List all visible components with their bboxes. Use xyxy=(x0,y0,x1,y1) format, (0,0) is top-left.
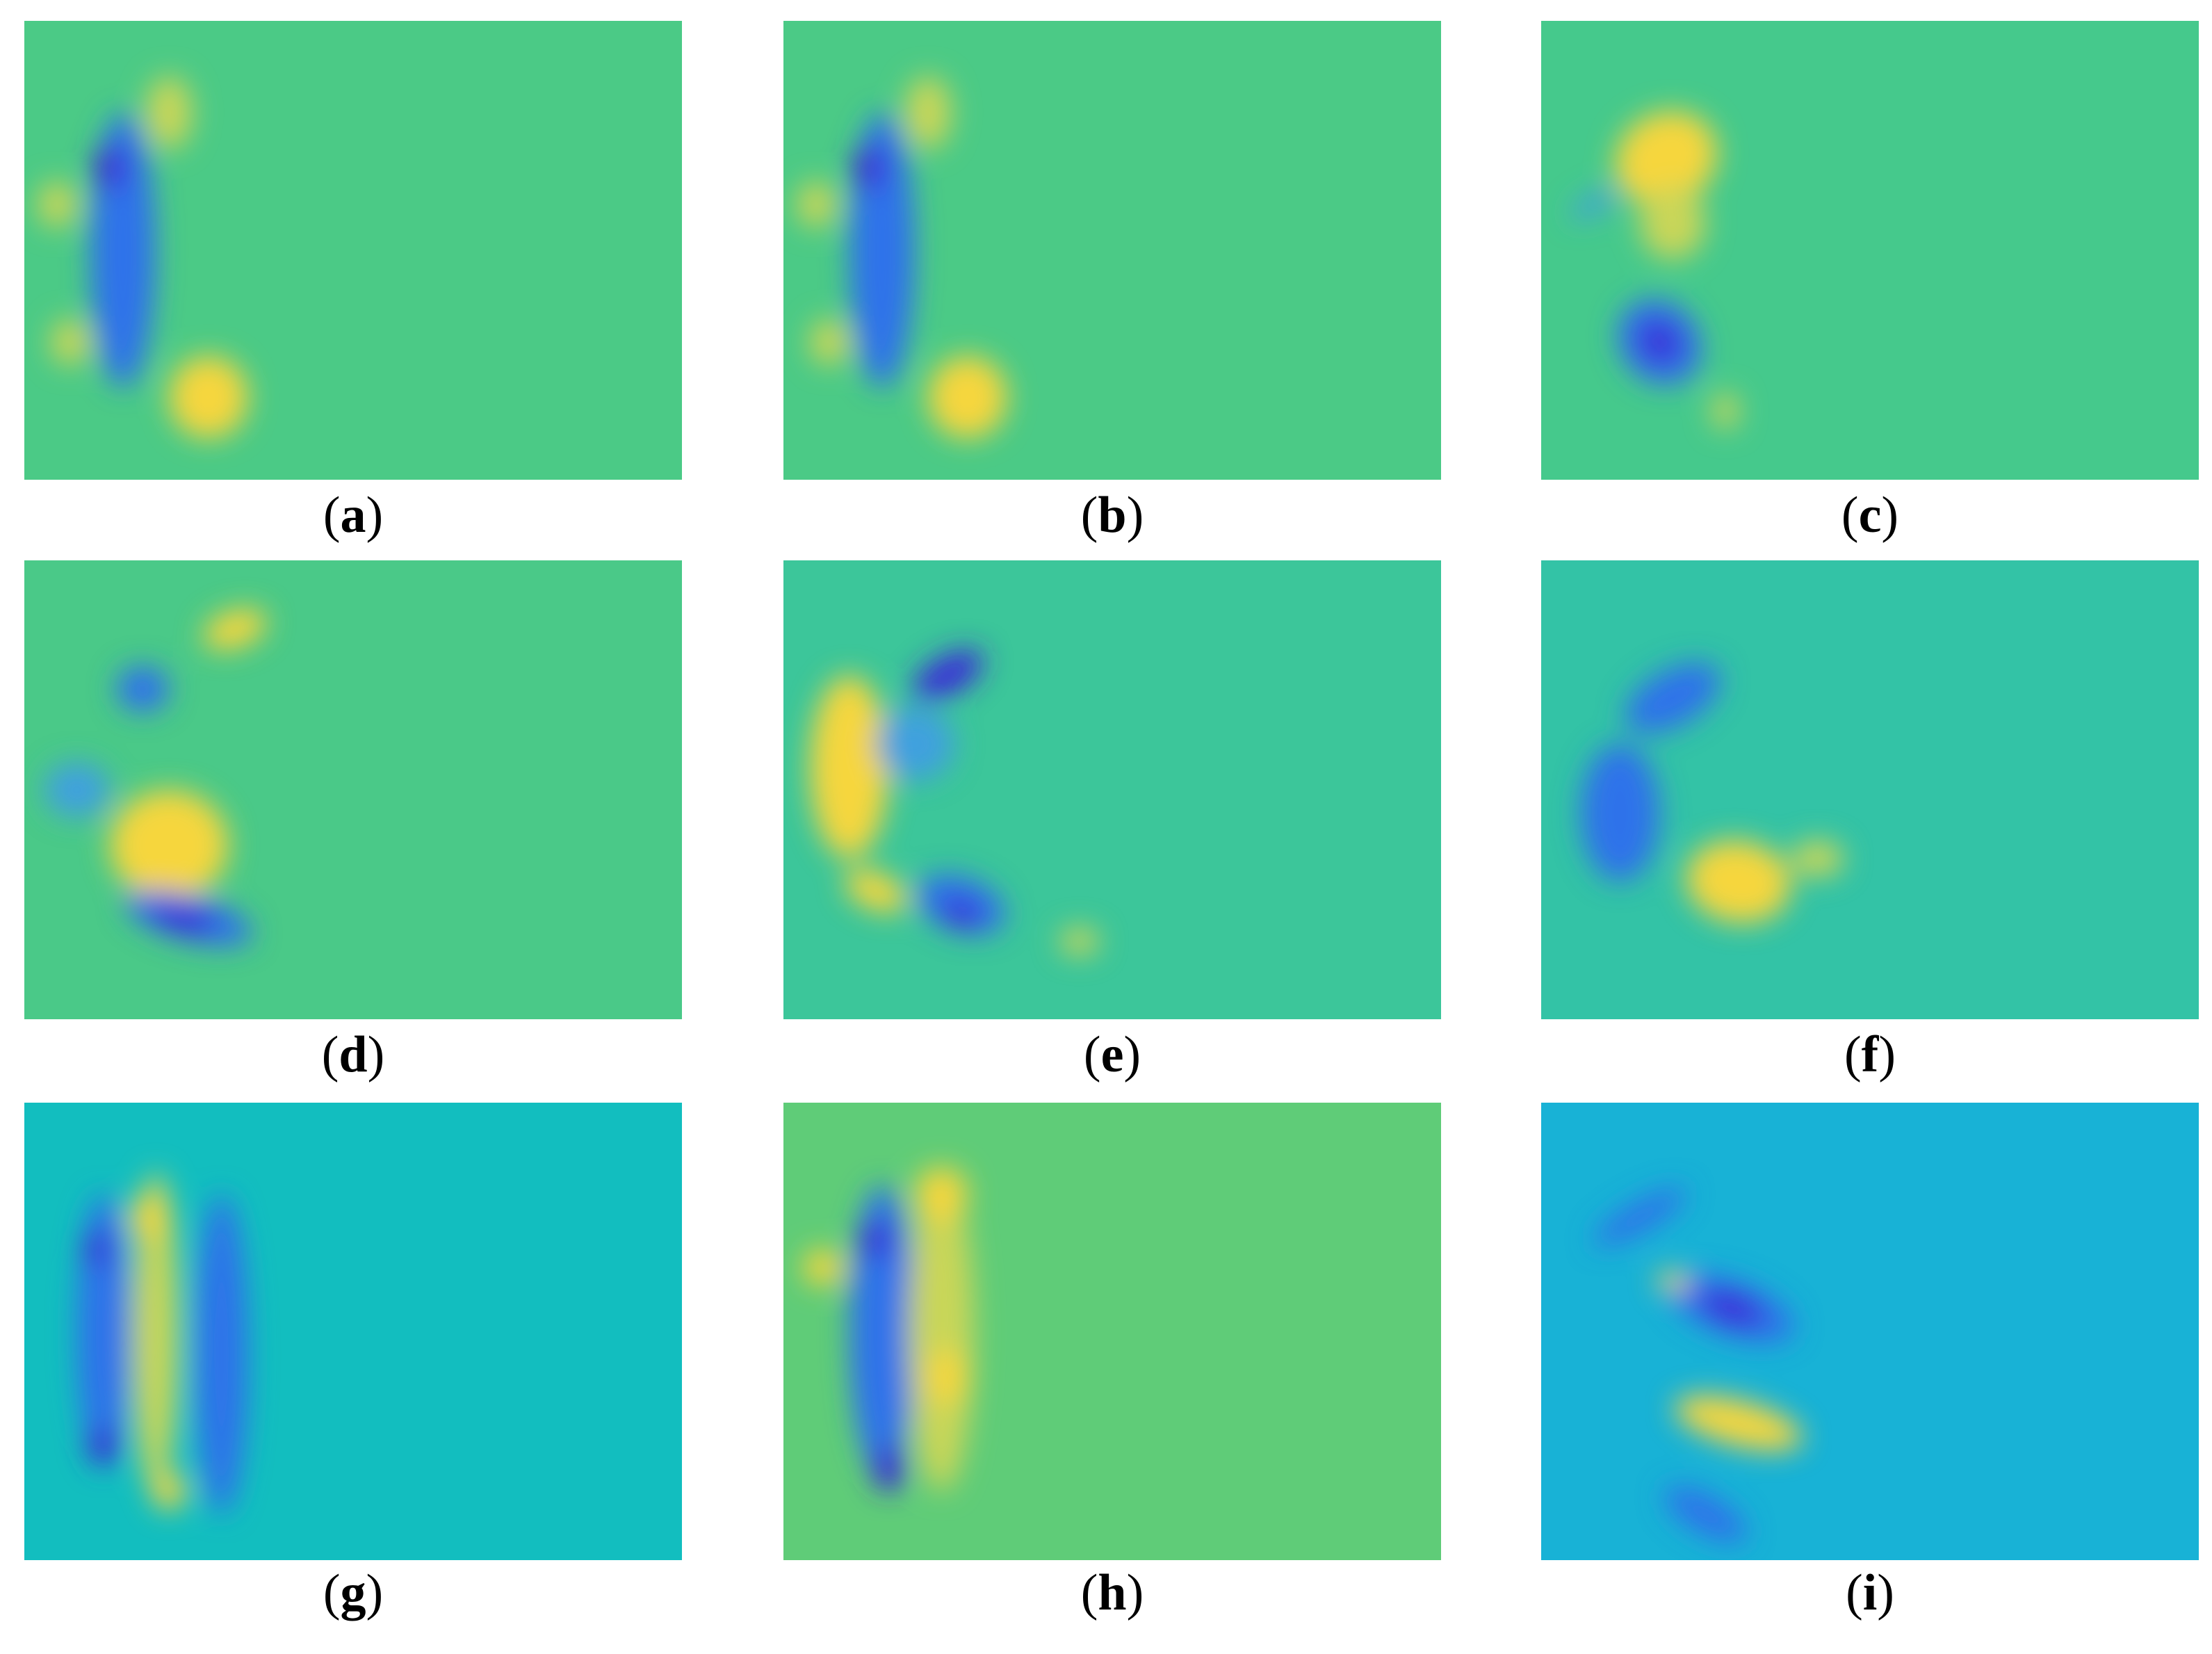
field-structures xyxy=(1580,662,1844,923)
field-blob xyxy=(928,1349,968,1405)
field-blob xyxy=(1686,840,1791,923)
field-blob xyxy=(872,1445,906,1492)
field-structures xyxy=(809,649,1100,955)
field-plot xyxy=(24,21,682,480)
field-blob xyxy=(845,869,906,913)
field-blob xyxy=(1615,111,1718,206)
field-blob xyxy=(1638,320,1681,364)
field-plot xyxy=(783,560,1441,1019)
panel-label: (f) xyxy=(1844,1026,1896,1083)
field-blob xyxy=(912,649,984,701)
field-structures xyxy=(37,76,248,439)
field-blob xyxy=(1675,1395,1803,1451)
field-blob xyxy=(803,1249,843,1286)
field-blob xyxy=(129,1194,170,1240)
field-blob xyxy=(1570,188,1618,220)
field-blob xyxy=(93,145,127,191)
field-blob xyxy=(1711,392,1739,430)
field-blob xyxy=(1625,662,1721,734)
field-blob xyxy=(1700,1290,1764,1328)
field-blob xyxy=(195,1194,248,1515)
field-blob xyxy=(86,1427,120,1464)
panel-label: (a) xyxy=(323,487,383,544)
field-blob xyxy=(37,181,77,227)
plot-background xyxy=(1541,21,2199,480)
field-blob xyxy=(928,355,1007,439)
field-structures xyxy=(44,608,267,946)
field-plot xyxy=(783,21,1441,480)
panel-label: (h) xyxy=(1081,1564,1144,1621)
panel-label: (c) xyxy=(1841,487,1898,544)
panel-label: (i) xyxy=(1846,1564,1894,1621)
field-blob xyxy=(809,319,849,365)
field-blob xyxy=(152,1473,186,1510)
field-structures xyxy=(76,1171,248,1515)
field-blob xyxy=(1593,1187,1686,1247)
field-blob xyxy=(50,319,90,365)
field-blob xyxy=(1656,1272,1689,1290)
field-plot xyxy=(1541,21,2199,480)
field-plot xyxy=(24,560,682,1019)
field-blob xyxy=(83,1231,110,1267)
field-blob xyxy=(1580,744,1660,882)
panel-label: (e) xyxy=(1084,1026,1141,1083)
field-structures xyxy=(1570,111,1739,430)
field-blob xyxy=(915,1167,968,1222)
field-blob xyxy=(1791,840,1844,877)
field-blob xyxy=(809,675,889,859)
plot-background xyxy=(24,560,682,1019)
field-blob xyxy=(1059,927,1100,955)
field-blob xyxy=(1664,1486,1747,1543)
field-blob xyxy=(116,665,170,712)
field-blob xyxy=(203,608,267,650)
field-blob xyxy=(1639,186,1706,260)
field-plot xyxy=(1541,1103,2199,1560)
field-blob xyxy=(133,1171,179,1492)
field-structures xyxy=(796,76,1007,439)
field-structures xyxy=(1593,1187,1803,1543)
field-blob xyxy=(146,76,193,149)
field-blob xyxy=(109,790,229,900)
field-blob xyxy=(875,707,954,781)
field-blob xyxy=(941,899,980,929)
field-blob xyxy=(859,1222,893,1258)
field-plot xyxy=(24,1103,682,1560)
panel-label: (d) xyxy=(322,1026,384,1083)
field-blob xyxy=(169,355,248,439)
field-blob xyxy=(150,902,215,934)
field-plot xyxy=(783,1103,1441,1560)
field-plot xyxy=(1541,560,2199,1019)
panel-label: (g) xyxy=(323,1564,383,1621)
field-blob xyxy=(908,1171,975,1492)
plot-background xyxy=(1541,1103,2199,1560)
field-blob xyxy=(796,181,836,227)
field-structures xyxy=(803,1167,975,1492)
panel-label: (b) xyxy=(1081,487,1144,544)
field-blob xyxy=(44,762,110,818)
field-blob xyxy=(905,76,952,149)
field-blob xyxy=(852,145,886,191)
field-blob xyxy=(849,1185,916,1478)
plot-background xyxy=(783,560,1441,1019)
